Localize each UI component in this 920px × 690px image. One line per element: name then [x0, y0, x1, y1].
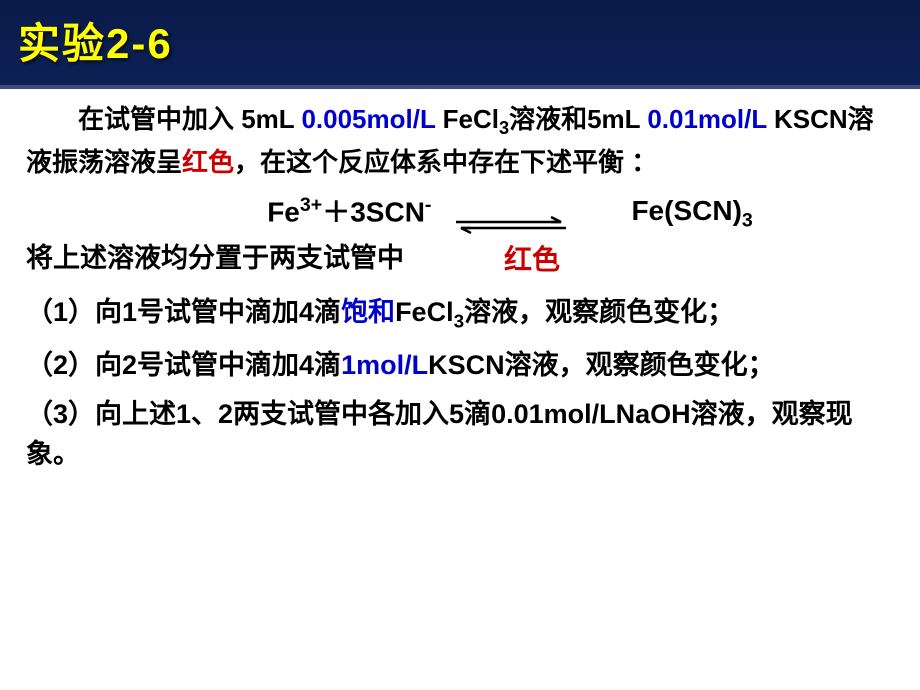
eq-fe-sup: 3+ [300, 194, 322, 216]
equation-right: Fe(SCN)3 [631, 189, 752, 236]
equation-left: Fe3+＋3SCN- [267, 190, 431, 234]
equation-row: Fe3+＋3SCN- Fe(SCN)3 [26, 189, 894, 236]
step1-sub: 3 [454, 312, 465, 333]
intro-text-1: 在试管中加入 5mL [78, 104, 301, 134]
intro-redword: 红色 [182, 147, 234, 177]
step-2: （2）向2号试管中滴加4滴1mol/LKSCN溶液，观察颜色变化； [26, 346, 894, 385]
equation-red-label: 红色 [464, 238, 560, 281]
slide-title: 实验2-6 [18, 10, 902, 71]
step1-blue: 饱和 [341, 297, 395, 327]
step2-post: KSCN溶液，观察颜色变化； [428, 350, 775, 380]
step1-pre: （1）向1号试管中滴加4滴 [26, 297, 341, 327]
equilibrium-arrow-icon [451, 203, 571, 221]
eq-plus: ＋3SCN [322, 197, 425, 228]
eq-minus: - [425, 194, 432, 216]
step-3: （3）向上述1、2两支试管中各加入5滴0.01mol/LNaOH溶液，观察现象。 [26, 395, 894, 473]
slide-header: 实验2-6 [0, 0, 920, 85]
step2-pre: （2）向2号试管中滴加4滴 [26, 350, 341, 380]
step3-text: （3）向上述1、2两支试管中各加入5滴0.01mol/LNaOH溶液，观察现象。 [26, 399, 853, 468]
slide-content: 在试管中加入 5mL 0.005mol/L FeCl3溶液和5mL 0.01mo… [0, 85, 920, 494]
eq-prod-sub: 3 [742, 209, 753, 231]
step-1: （1）向1号试管中滴加4滴饱和FeCl3溶液，观察颜色变化； [26, 293, 894, 336]
split-instruction: 将上述溶液均分置于两支试管中 [26, 238, 404, 280]
intro-sub1: 3 [499, 118, 509, 138]
step1-post1: FeCl [395, 297, 454, 327]
eq-prod: Fe(SCN) [631, 195, 741, 226]
intro-paragraph: 在试管中加入 5mL 0.005mol/L FeCl3溶液和5mL 0.01mo… [26, 99, 894, 183]
intro-text-3: 溶液和5mL [509, 104, 647, 134]
split-row: 将上述溶液均分置于两支试管中 红色 [26, 238, 894, 294]
intro-conc2: 0.01mol/L [647, 104, 766, 134]
step1-post2: 溶液，观察颜色变化； [464, 297, 734, 327]
intro-conc1: 0.005mol/L [301, 104, 435, 134]
step2-blue: 1mol/L [341, 350, 428, 380]
intro-text-5: ，在这个反应体系中存在下述平衡 ： [234, 147, 657, 177]
eq-fe: Fe [267, 197, 300, 228]
intro-text-2: FeCl [435, 104, 499, 134]
